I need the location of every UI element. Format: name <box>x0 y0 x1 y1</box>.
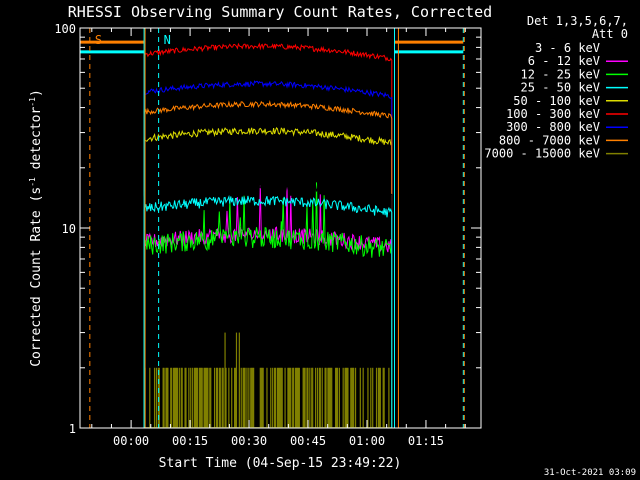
series-3-line <box>143 194 393 428</box>
legend-label: 3 - 6 keV <box>535 41 600 55</box>
x-tick-label: 00:15 <box>172 434 208 448</box>
x-tick-label: 00:00 <box>113 434 149 448</box>
legend-label: 50 - 100 keV <box>513 94 600 108</box>
legend-label: 6 - 12 keV <box>528 54 600 68</box>
series-4-line <box>143 126 393 428</box>
legend-label: 100 - 300 keV <box>506 107 600 121</box>
x-tick-label: 01:00 <box>349 434 385 448</box>
x-tick-label: 00:30 <box>231 434 267 448</box>
legend-label: 25 - 50 keV <box>521 81 600 95</box>
legend-label: 800 - 7000 keV <box>499 133 600 147</box>
footer-date: 31-Oct-2021 03:09 <box>544 468 636 478</box>
x-axis-label: Start Time (04-Sep-15 23:49:22) <box>159 456 402 471</box>
series-7-line <box>143 100 393 428</box>
series-layer <box>143 42 393 428</box>
legend-label: 7000 - 15000 keV <box>484 147 600 161</box>
legend-label: 12 - 25 keV <box>521 67 600 81</box>
y-axis-label: Corrected Count Rate (s-1 detector-1) <box>28 89 44 367</box>
y-tick-label: 1 <box>69 422 76 436</box>
series-0-line <box>143 179 393 428</box>
y-axis-ticks: 100 10 1 <box>54 22 481 436</box>
legend-header-line-1: Det 1,3,5,6,7, <box>527 14 628 28</box>
series-2-line <box>143 182 393 428</box>
x-tick-label: 01:15 <box>408 434 444 448</box>
chart-title: RHESSI Observing Summary Count Rates, Co… <box>68 3 492 21</box>
series-5-line <box>143 42 393 428</box>
series-6-line <box>143 80 393 428</box>
annotation-s: S <box>95 33 102 47</box>
y-tick-label: 100 <box>54 22 76 36</box>
x-tick-label: 00:45 <box>290 434 326 448</box>
legend-label: 300 - 800 keV <box>506 120 600 134</box>
legend-header-line-2: Att 0 <box>592 27 628 41</box>
y-tick-label: 10 <box>62 222 76 236</box>
x-axis-ticks: 00:00 00:15 00:30 00:45 01:00 01:15 <box>91 28 466 448</box>
annotation-n: N <box>164 33 171 47</box>
series-8 <box>143 332 392 428</box>
